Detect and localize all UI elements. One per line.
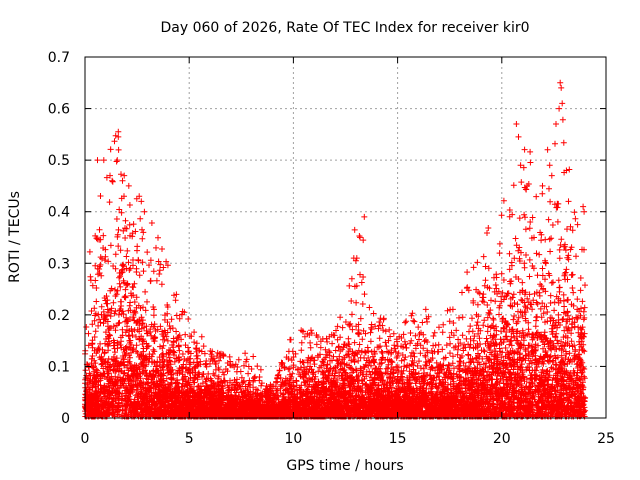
x-axis-label: GPS time / hours	[286, 458, 403, 474]
y-axis-label: ROTI / TECUs	[7, 191, 23, 283]
y-tick-label: 0	[61, 411, 70, 427]
y-tick-label: 0.1	[48, 359, 70, 375]
plot-frame	[84, 56, 607, 419]
chart-title: Day 060 of 2026, Rate Of TEC Index for r…	[160, 20, 529, 36]
x-tick-label: 5	[185, 431, 194, 447]
axis-ticks	[84, 56, 607, 419]
y-tick-label: 0.3	[48, 256, 70, 272]
x-tick-label: 20	[493, 431, 511, 447]
y-tick-label: 0.2	[48, 308, 70, 324]
x-tick-label: 25	[597, 431, 615, 447]
tick-labels: 0 5 10 15 20 25 0 0.1 0.2 0.3 0.4 0.5 0.6 0.7	[48, 50, 615, 447]
x-tick-label: 0	[81, 431, 90, 447]
y-tick-label: 0.7	[48, 50, 70, 66]
x-tick-label: 15	[389, 431, 407, 447]
x-tick-label: 10	[284, 431, 302, 447]
roti-points	[82, 79, 589, 420]
data-points	[82, 79, 589, 420]
grid-lines	[85, 57, 606, 418]
y-tick-label: 0.4	[48, 205, 70, 221]
y-tick-label: 0.6	[48, 102, 70, 118]
y-tick-label: 0.5	[48, 153, 70, 169]
